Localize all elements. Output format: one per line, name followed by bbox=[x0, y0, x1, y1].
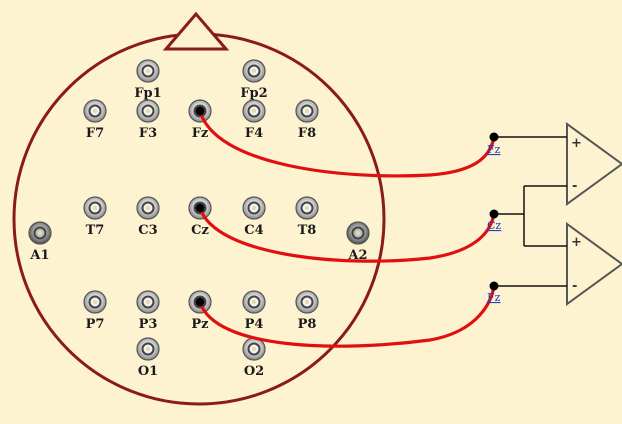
channel-label-2: Cz bbox=[487, 219, 501, 232]
electrode-o2-label: O2 bbox=[244, 364, 264, 379]
electrode-a1-label: A1 bbox=[29, 248, 49, 263]
electrode-f7: F7 bbox=[83, 99, 107, 141]
amplifier-1-plus: + bbox=[571, 136, 582, 151]
electrode-f7-label: F7 bbox=[86, 126, 104, 141]
electrode-fz: Fz bbox=[188, 99, 212, 141]
electrode-t8-core bbox=[304, 205, 310, 211]
channel-label-1: Fz bbox=[487, 143, 501, 156]
electrode-cz: Cz bbox=[188, 196, 212, 238]
electrode-p3-core bbox=[145, 299, 151, 305]
electrode-f8-core bbox=[304, 108, 310, 114]
electrode-f4-label: F4 bbox=[245, 126, 263, 141]
electrode-fp2: Fp2 bbox=[240, 59, 268, 101]
electrode-o1-label: O1 bbox=[138, 364, 158, 379]
amplifier-2-minus: - bbox=[572, 279, 577, 294]
electrode-p4: P4 bbox=[242, 290, 266, 332]
dot-channel-3 bbox=[489, 281, 499, 291]
wire-dots bbox=[195, 106, 499, 307]
electrode-p7-label: P7 bbox=[86, 317, 105, 332]
electrode-p7: P7 bbox=[83, 290, 107, 332]
wire-fz bbox=[198, 109, 496, 178]
electrode-c3: C3 bbox=[136, 196, 160, 238]
dot-channel-1 bbox=[489, 132, 499, 142]
electrode-f3-label: F3 bbox=[139, 126, 157, 141]
electrode-t8: T8 bbox=[295, 196, 319, 238]
electrode-fz-label: Fz bbox=[192, 126, 209, 141]
dot-fz-electrode bbox=[195, 106, 205, 116]
wires bbox=[198, 109, 496, 348]
electrode-c3-core bbox=[145, 205, 151, 211]
electrode-fp1-core bbox=[145, 68, 151, 74]
electrode-a2: A2 bbox=[346, 221, 370, 263]
electrode-p8: P8 bbox=[295, 290, 319, 332]
channel-label-3: Fz bbox=[487, 291, 501, 304]
electrode-cz-label: Cz bbox=[191, 223, 209, 238]
electrode-c4: C4 bbox=[242, 196, 266, 238]
dot-channel-2 bbox=[489, 209, 499, 219]
electrode-p7-core bbox=[92, 299, 98, 305]
electrode-fp2-core bbox=[251, 68, 257, 74]
electrode-a2-core bbox=[355, 230, 361, 236]
wire-pz bbox=[198, 284, 496, 348]
electrode-p4-core bbox=[251, 299, 257, 305]
electrode-pz: Pz bbox=[188, 290, 212, 332]
electrode-t7: T7 bbox=[83, 196, 107, 238]
amplifier-1: + - bbox=[566, 122, 622, 206]
amplifier-1-triangle bbox=[566, 122, 622, 206]
electrode-c4-label: C4 bbox=[244, 223, 263, 238]
electrode-fp1: Fp1 bbox=[134, 59, 162, 101]
electrode-f4: F4 bbox=[242, 99, 266, 141]
input-leads bbox=[494, 136, 567, 287]
electrode-p3: P3 bbox=[136, 290, 160, 332]
electrode-f8-label: F8 bbox=[298, 126, 316, 141]
electrode-p8-label: P8 bbox=[298, 317, 317, 332]
electrode-f8: F8 bbox=[295, 99, 319, 141]
nose-triangle bbox=[162, 11, 230, 51]
electrode-a2-label: A2 bbox=[347, 248, 367, 263]
amplifier-2-plus: + bbox=[571, 235, 582, 250]
electrode-t8-label: T8 bbox=[298, 223, 317, 238]
electrode-c4-core bbox=[251, 205, 257, 211]
wire-cz bbox=[198, 206, 496, 263]
amplifier-2-triangle bbox=[566, 222, 622, 306]
electrode-p4-label: P4 bbox=[245, 317, 264, 332]
dot-cz-electrode bbox=[195, 203, 205, 213]
electrode-t7-core bbox=[92, 205, 98, 211]
amplifier-1-minus: - bbox=[572, 179, 577, 194]
electrode-p3-label: P3 bbox=[139, 317, 158, 332]
electrode-a1: A1 bbox=[28, 221, 52, 263]
electrode-pz-label: Pz bbox=[191, 317, 208, 332]
amplifier-2: + - bbox=[566, 222, 622, 306]
electrode-f3-core bbox=[145, 108, 151, 114]
electrode-a1-core bbox=[37, 230, 43, 236]
electrode-f3: F3 bbox=[136, 99, 160, 141]
dot-pz-electrode bbox=[195, 297, 205, 307]
electrode-p8-core bbox=[304, 299, 310, 305]
electrode-o1-core bbox=[145, 346, 151, 352]
electrode-o1: O1 bbox=[136, 337, 160, 379]
electrode-fp1-label: Fp1 bbox=[134, 86, 161, 101]
electrode-o2-core bbox=[251, 346, 257, 352]
electrode-o2: O2 bbox=[242, 337, 266, 379]
lead-cz-to-amp-minus-bus bbox=[494, 185, 567, 247]
electrode-fp2-label: Fp2 bbox=[240, 86, 267, 101]
electrode-f4-core bbox=[251, 108, 257, 114]
electrode-t7-label: T7 bbox=[86, 223, 105, 238]
electrode-c3-label: C3 bbox=[138, 223, 157, 238]
electrode-f7-core bbox=[92, 108, 98, 114]
